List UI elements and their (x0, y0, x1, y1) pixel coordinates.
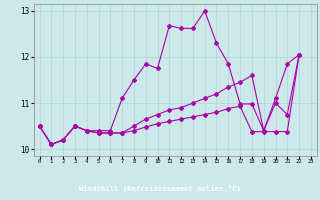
Text: Windchill (Refroidissement éolien,°C): Windchill (Refroidissement éolien,°C) (79, 185, 241, 192)
